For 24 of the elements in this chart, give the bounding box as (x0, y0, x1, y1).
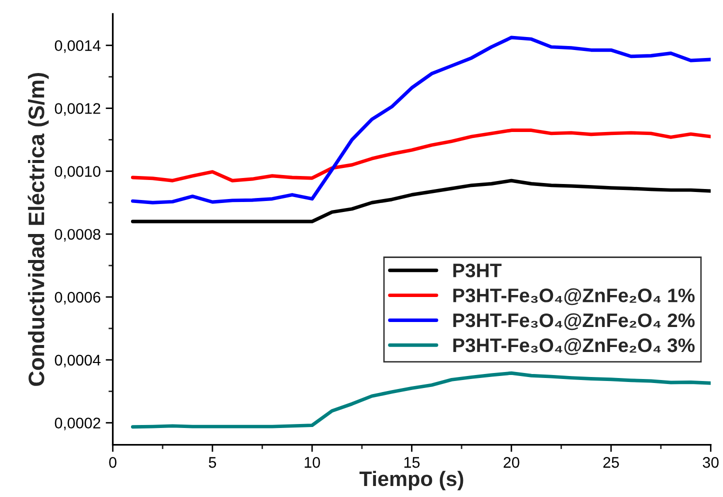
x-tick-label: 20 (504, 457, 520, 468)
x-tick-label: 5 (208, 457, 216, 468)
x-tick-label: 0 (109, 457, 116, 468)
legend-label: P3HT-Fe₃O₄@ZnFe₂O₄ 1% (453, 288, 695, 306)
line-series (130, 128, 711, 182)
legend-label: P3HT (453, 264, 502, 278)
x-tick-label: 25 (603, 457, 619, 468)
y-tick-label: 0,0008 (54, 228, 100, 242)
line-series (130, 178, 711, 224)
y-tick-label: 0,0004 (54, 354, 101, 368)
line-series (130, 371, 711, 429)
x-tick-label: 30 (702, 457, 719, 468)
y-tick-label: 0,0002 (54, 418, 100, 430)
legend-label: P3HT-Fe₃O₄@ZnFe₂O₄ 2% (453, 313, 695, 330)
y-tick-label: 0,0010 (54, 166, 100, 179)
x-tick-label: 10 (304, 457, 320, 468)
y-tick-label: 0,0006 (54, 292, 100, 304)
y-tick-label: 0,0014 (54, 40, 101, 53)
x-tick-label: 15 (404, 457, 420, 468)
y-tick-label: 0,0012 (54, 103, 100, 116)
y-axis-title: Conductividad Eléctrica (S/m) (28, 73, 49, 386)
legend-label: P3HT-Fe₃O₄@ZnFe₂O₄ 3% (453, 338, 695, 356)
line-series (130, 36, 711, 204)
x-axis-title: Tiempo (s) (360, 470, 464, 490)
